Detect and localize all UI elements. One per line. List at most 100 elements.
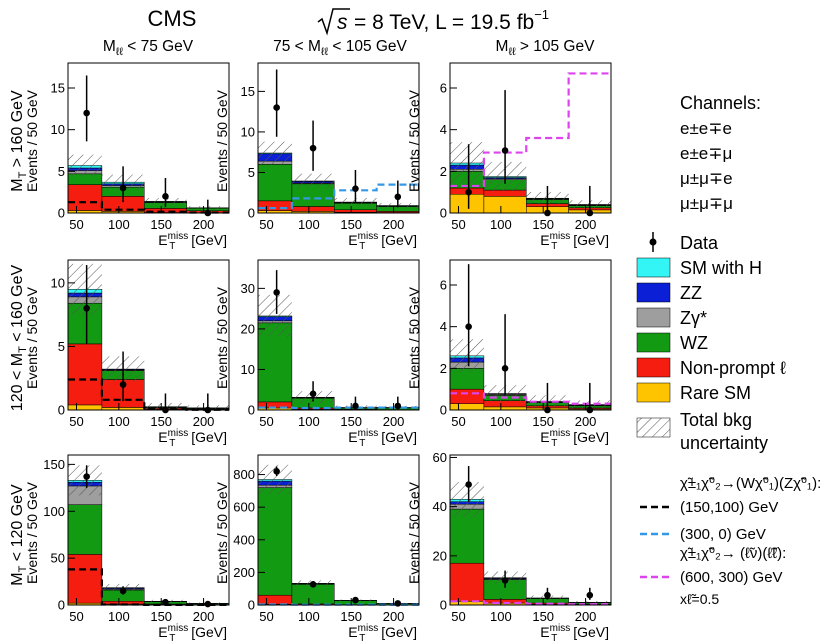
y-axis-label: Events / 50 GeV: [214, 89, 230, 192]
row-title-0: MT > 160 GeV: [9, 90, 29, 192]
x-tick-label: 50: [69, 414, 83, 429]
data-point-2: [544, 591, 551, 599]
y-axis-label: Events / 50 GeV: [406, 89, 422, 192]
legend-signal-3: χ̃±₁χ̃⁰₂→ (ℓ̃ν)(ℓ̃ℓ): (600, 300) GeV xℓ̃…: [640, 545, 786, 607]
x-tick-label: 150: [532, 217, 554, 232]
y-tick-label: 5: [248, 165, 255, 180]
data-point-0: [83, 305, 90, 312]
data-point-2: [352, 596, 359, 604]
bar-nonprompt-bin1: [291, 206, 335, 212]
data-point-0: [83, 109, 90, 117]
data-point-1: [501, 365, 509, 372]
bar-rare-bin1: [483, 196, 527, 214]
x-tick-label: 100: [298, 609, 320, 624]
x-axis-label: Emiss T [GeV]: [348, 623, 417, 642]
x-tick-label: 100: [298, 414, 320, 429]
data-point-3: [394, 600, 402, 607]
panel-mt_120_160_mll_75_105: 0 10 20 30 50 100 150 200 Events / 50 GeV Emiss T …: [214, 259, 420, 449]
row-title-2: MT < 120 GeV: [9, 484, 29, 586]
x-tick-label: 200: [383, 414, 405, 429]
data-point-1: [501, 577, 509, 584]
y-tick-label: 20: [433, 548, 447, 563]
channel-2: μ±μ∓e: [680, 169, 733, 188]
svg-text:(300, 0) GeV: (300, 0) GeV: [680, 526, 766, 543]
energy-label: s = 8 TeV, L = 19.5 fb−1: [317, 7, 549, 36]
panel-frame: [257, 259, 420, 411]
signal-sig3: [450, 600, 611, 606]
data-point-2: [352, 402, 359, 410]
data-point-0: [465, 188, 472, 196]
uncertainty-bin0: [258, 294, 292, 338]
x-axis-label: Emiss T [GeV]: [540, 623, 609, 642]
uncertainty-bin0: [450, 482, 484, 517]
channel-3: μ±μ∓μ: [680, 194, 733, 213]
svg-text:χ̃±₁χ̃⁰₂→(Wχ̃⁰₁)(Zχ̃⁰₁):: χ̃±₁χ̃⁰₂→(Wχ̃⁰₁)(Zχ̃⁰₁):: [680, 475, 821, 492]
data-point-3: [586, 591, 594, 599]
y-tick-label: 10: [51, 122, 65, 137]
legend-signal-2: (300, 0) GeV: [640, 526, 766, 543]
y-tick-label: 200: [233, 565, 255, 580]
uncertainty-bin1: [291, 173, 335, 189]
y-tick-label: 10: [241, 124, 255, 139]
y-axis-label: Events / 50 GeV: [406, 286, 422, 389]
svg-text:(600, 300) GeV: (600, 300) GeV: [680, 569, 783, 586]
y-tick-label: 5: [58, 339, 65, 354]
data-point-3: [394, 193, 402, 201]
svg-text:Zγ*: Zγ*: [680, 308, 707, 328]
bar-nonprompt-bin0: [449, 562, 485, 602]
y-tick-label: 4: [440, 319, 447, 334]
bar-wz-bin0: [257, 164, 293, 202]
data-point-1: [119, 381, 127, 388]
x-tick-label: 150: [340, 217, 362, 232]
x-tick-label: 150: [532, 609, 554, 624]
svg-text:χ̃±₁χ̃⁰₂→ (ℓ̃ν)(ℓ̃ℓ):: χ̃±₁χ̃⁰₂→ (ℓ̃ν)(ℓ̃ℓ):: [680, 545, 786, 562]
energy-sqrt: s: [337, 11, 348, 34]
bar-wz-bin0: [449, 508, 485, 564]
x-tick-label: 200: [383, 217, 405, 232]
panel-mt_lt120_mll_lt75: 0 50 100 150 50 100 150 200 Events / 50 GeV Emiss…: [24, 454, 230, 642]
data-point-2: [162, 598, 169, 606]
y-tick-label: 100: [43, 504, 65, 519]
y-tick-label: 0: [248, 403, 255, 418]
uncertainty-bin0: [258, 141, 292, 165]
x-tick-label: 200: [575, 609, 597, 624]
y-tick-label: 150: [43, 457, 65, 472]
bar-rare-bin0: [449, 194, 485, 214]
y-tick-label: 0: [58, 206, 65, 221]
svg-text:WZ: WZ: [680, 333, 708, 353]
x-tick-label: 100: [490, 414, 512, 429]
y-tick-label: 60: [433, 450, 447, 465]
y-tick-label: 400: [233, 532, 255, 547]
channels-block: Channels: e±e∓e e±e∓μ μ±μ∓e μ±μ∓μ: [680, 93, 761, 213]
channel-0: e±e∓e: [680, 119, 732, 138]
y-tick-label: 6: [440, 81, 447, 96]
bar-nonprompt-bin0: [67, 184, 103, 211]
data-point-0: [83, 473, 90, 480]
signal-sig2: [258, 183, 419, 210]
x-tick-label: 200: [383, 609, 405, 624]
y-tick-label: 600: [233, 500, 255, 515]
x-tick-label: 50: [451, 217, 465, 232]
data-point-2: [352, 185, 359, 192]
y-tick-label: 0: [58, 403, 65, 418]
legend-wz: WZ: [636, 332, 708, 353]
legend-nonprompt: Non-prompt ℓ: [636, 357, 786, 378]
uncertainty-bin0: [68, 465, 102, 496]
y-tick-label: 4: [440, 122, 447, 137]
data-point-0: [273, 468, 280, 475]
panel-mt_120_160_mll_lt75: 0 5 10 50 100 150 200 Events / 50 GeV Emiss T [Ge…: [24, 259, 230, 449]
channels-title: Channels:: [680, 93, 761, 113]
x-tick-label: 50: [259, 217, 273, 232]
bar-wz-bin0: [257, 487, 293, 596]
column-title-0: Mℓℓ < 75 GeV: [103, 38, 194, 58]
svg-text:(150,100) GeV: (150,100) GeV: [680, 499, 778, 516]
y-tick-label: 2: [440, 164, 447, 179]
uncertainty-bin0: [450, 339, 484, 373]
panel-frame: [67, 454, 230, 606]
uncertainty-bin0: [68, 154, 102, 177]
y-axis-label: Events / 50 GeV: [24, 89, 40, 192]
y-axis-label: Events / 50 GeV: [406, 481, 422, 584]
y-tick-label: 10: [241, 362, 255, 377]
uncertainty-bin0: [450, 142, 484, 184]
